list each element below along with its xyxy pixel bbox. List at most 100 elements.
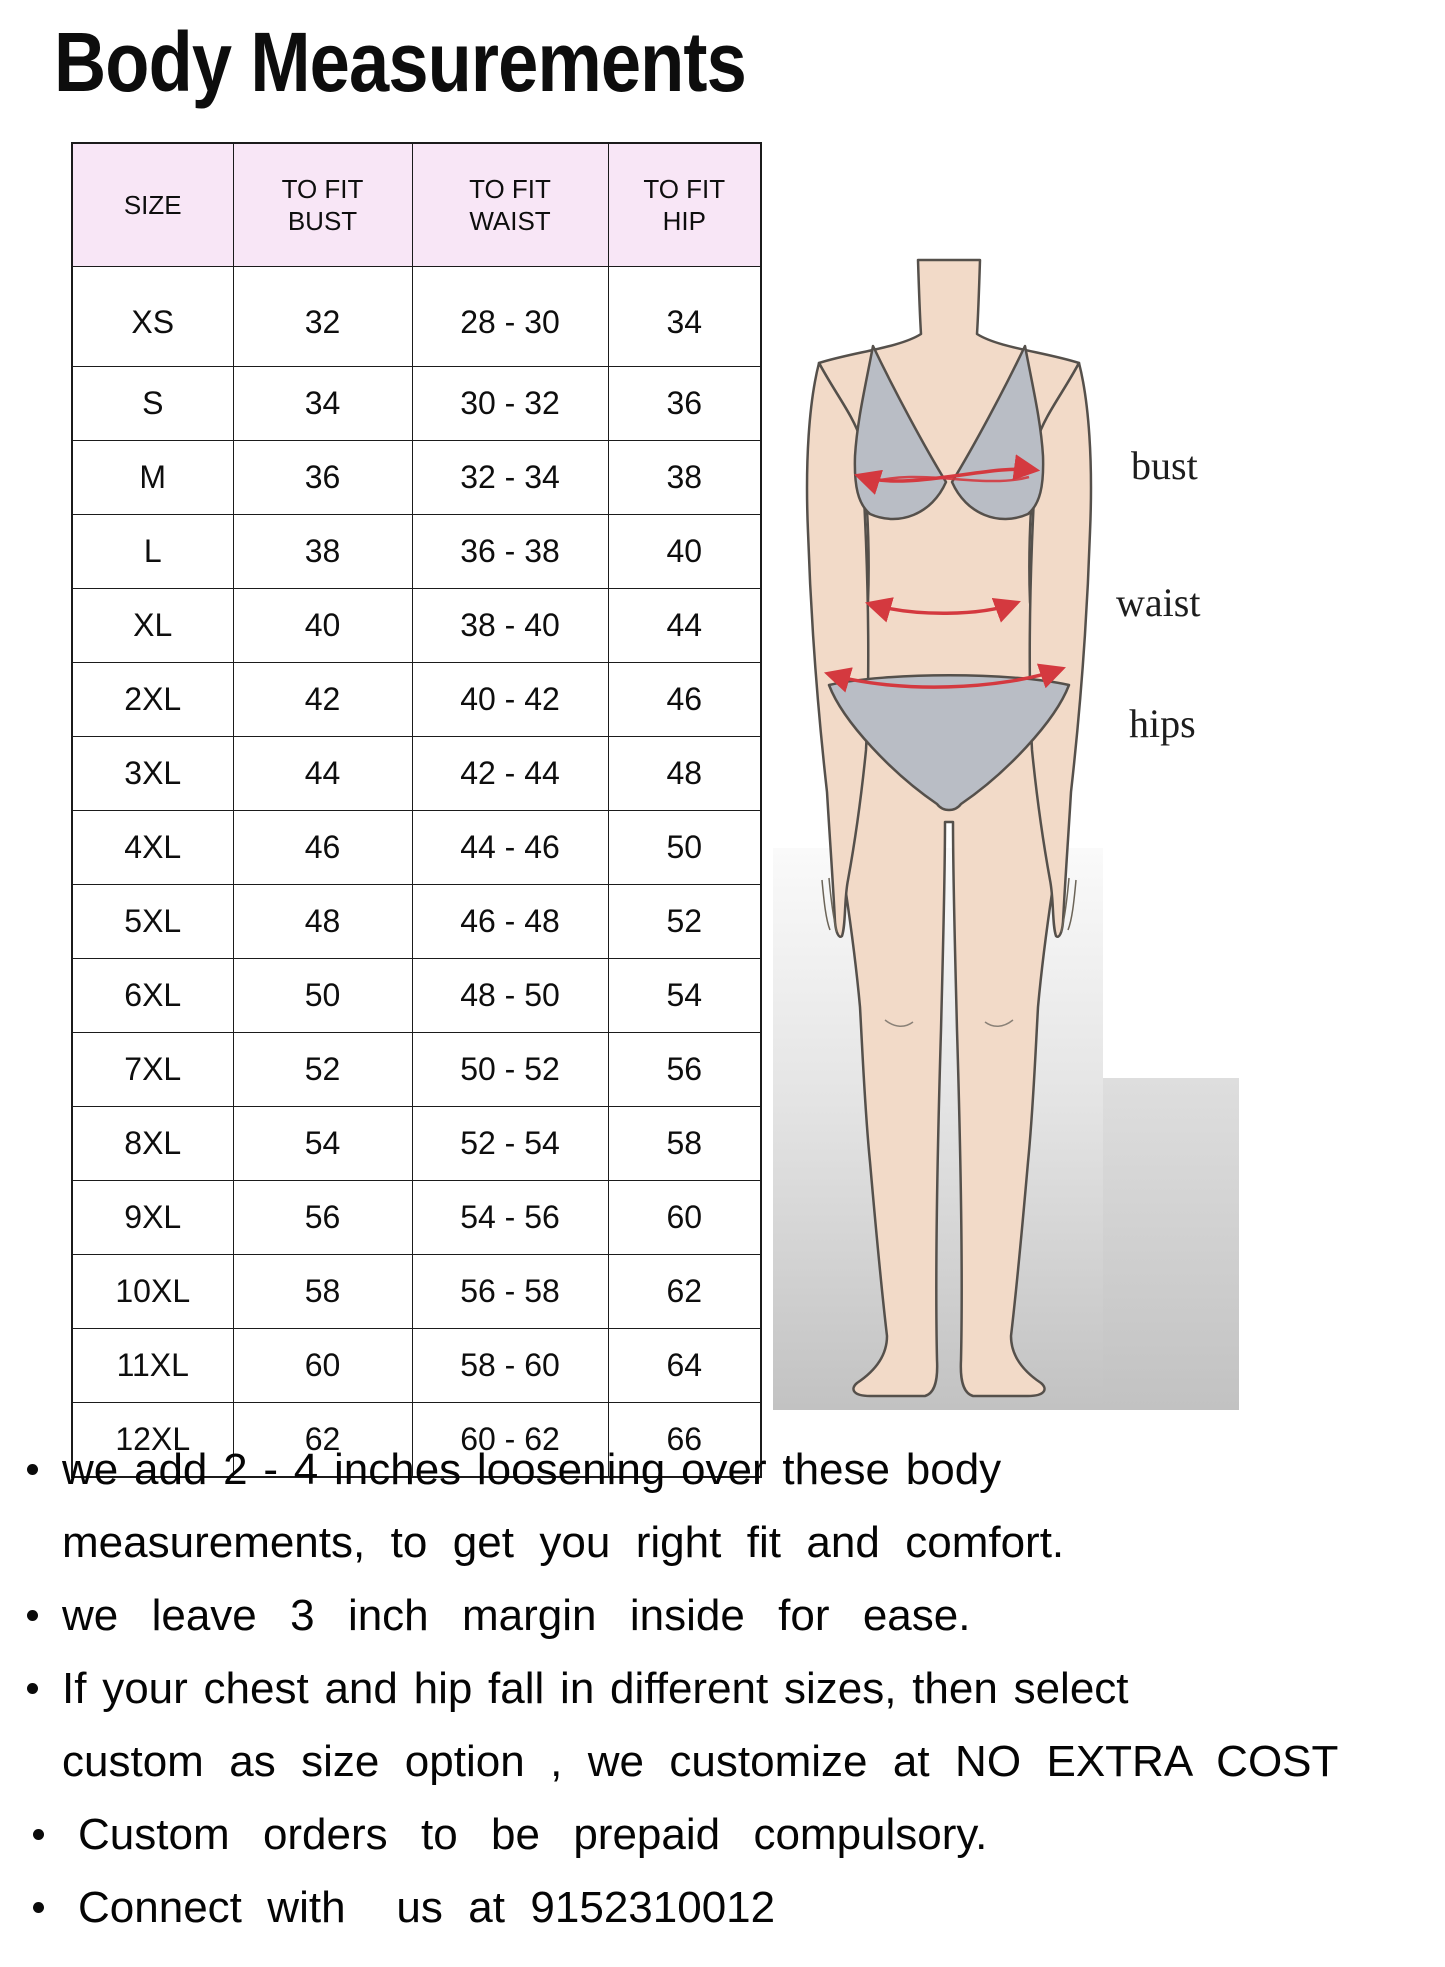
note-line-text: If your chest and hip fall in different … [62, 1664, 1129, 1713]
waist-cell: 60 - 62 [411, 1402, 609, 1478]
size-cell: XL [71, 588, 234, 663]
size-cell: 3XL [71, 736, 234, 811]
waist-cell: 38 - 40 [411, 588, 609, 663]
waist-cell: 50 - 52 [411, 1032, 609, 1107]
note-prepaid: Custom orders to be prepaid compulsory. [0, 1798, 1445, 1871]
table-row: M 36 32 - 34 38 [71, 440, 762, 515]
notes-list: we add 2 - 4 inches loosening over these… [0, 1433, 1445, 1944]
knee-lines [884, 1019, 1014, 1027]
column-header-bust: TO FIT BUST [232, 142, 413, 267]
table-row: 3XL 44 42 - 44 48 [71, 736, 762, 811]
body-figure: bust waist hips [773, 230, 1253, 1415]
waist-cell: 48 - 50 [411, 958, 609, 1033]
note-line-text: Custom orders to be prepaid compulsory. [78, 1810, 988, 1859]
note-line-text: we leave 3 inch margin inside for ease. [62, 1591, 971, 1640]
waist-cell: 46 - 48 [411, 884, 609, 959]
body-illustration [805, 258, 1093, 1398]
bust-cell: 58 [232, 1254, 413, 1329]
gradient-backdrop-extension [1103, 1078, 1239, 1410]
size-cell: 2XL [71, 662, 234, 737]
bust-cell: 44 [232, 736, 413, 811]
size-cell: S [71, 366, 234, 441]
bust-arrow-cross [864, 475, 1030, 486]
table-row: 7XL 52 50 - 52 56 [71, 1032, 762, 1107]
page-title: Body Measurements [54, 15, 747, 109]
note-line-text: custom as size option , we customize at … [62, 1737, 1339, 1786]
waist-cell: 58 - 60 [411, 1328, 609, 1403]
table-row: 2XL 42 40 - 42 46 [71, 662, 762, 737]
bust-cell: 38 [232, 514, 413, 589]
waist-cell: 30 - 32 [411, 366, 609, 441]
bullet-icon [33, 1902, 44, 1913]
bust-cell: 40 [232, 588, 413, 663]
column-header-waist: TO FIT WAIST [411, 142, 609, 267]
size-cell: 11XL [71, 1328, 234, 1403]
size-chart-table: SIZE TO FIT BUST TO FIT WAIST TO FIT HIP… [71, 142, 762, 1478]
table-row: 11XL 60 58 - 60 64 [71, 1328, 762, 1403]
table-row: 8XL 54 52 - 54 58 [71, 1106, 762, 1181]
hips-label: hips [1129, 701, 1196, 746]
bullet-icon [33, 1829, 44, 1840]
size-cell: 9XL [71, 1180, 234, 1255]
waist-cell: 32 - 34 [411, 440, 609, 515]
column-header-hip: TO FIT HIP [607, 142, 762, 267]
waist-cell: 52 - 54 [411, 1106, 609, 1181]
bust-cell: 34 [232, 366, 413, 441]
size-cell: XS [71, 266, 234, 367]
bullet-icon [27, 1464, 38, 1475]
bust-cell: 48 [232, 884, 413, 959]
size-cell: 5XL [71, 884, 234, 959]
note-custom-size: If your chest and hip fall in different … [0, 1652, 1445, 1798]
bust-cell: 52 [232, 1032, 413, 1107]
size-cell: M [71, 440, 234, 515]
waist-cell: 44 - 46 [411, 810, 609, 885]
waist-label: waist [1116, 580, 1201, 625]
table-row: S 34 30 - 32 36 [71, 366, 762, 441]
waist-cell: 42 - 44 [411, 736, 609, 811]
table-row: XL 40 38 - 40 44 [71, 588, 762, 663]
size-cell: 6XL [71, 958, 234, 1033]
table-row: 12XL 62 60 - 62 66 [71, 1402, 762, 1478]
waist-arrow [864, 597, 1021, 623]
note-loosening: we add 2 - 4 inches loosening over these… [0, 1433, 1445, 1579]
note-line-text: we add 2 - 4 inches loosening over these… [62, 1445, 1002, 1494]
hand-lines [821, 877, 1077, 933]
bust-cell: 50 [232, 958, 413, 1033]
hip-cell: 56 [607, 1032, 762, 1107]
hip-cell: 52 [607, 884, 762, 959]
size-cell: L [71, 514, 234, 589]
header-row: SIZE TO FIT BUST TO FIT WAIST TO FIT HIP [71, 142, 762, 267]
waist-cell: 54 - 56 [411, 1180, 609, 1255]
hip-cell: 40 [607, 514, 762, 589]
bust-label: bust [1131, 443, 1198, 488]
size-cell: 10XL [71, 1254, 234, 1329]
table-row: 4XL 46 44 - 46 50 [71, 810, 762, 885]
hip-cell: 64 [607, 1328, 762, 1403]
bust-cell: 46 [232, 810, 413, 885]
hip-cell: 50 [607, 810, 762, 885]
bust-cell: 60 [232, 1328, 413, 1403]
bust-cell: 36 [232, 440, 413, 515]
note-contact: Connect with us at 9152310012 [0, 1871, 1445, 1944]
bust-cell: 42 [232, 662, 413, 737]
note-line-text: measurements, to get you right fit and c… [62, 1518, 1065, 1567]
waist-cell: 40 - 42 [411, 662, 609, 737]
table-row: 9XL 56 54 - 56 60 [71, 1180, 762, 1255]
table-row: L 38 36 - 38 40 [71, 514, 762, 589]
bullet-icon [27, 1683, 38, 1694]
table-row: 10XL 58 56 - 58 62 [71, 1254, 762, 1329]
hip-cell: 60 [607, 1180, 762, 1255]
hip-cell: 66 [607, 1402, 762, 1478]
hip-cell: 44 [607, 588, 762, 663]
bust-cell: 54 [232, 1106, 413, 1181]
bust-cell: 56 [232, 1180, 413, 1255]
waist-cell: 56 - 58 [411, 1254, 609, 1329]
note-margin: we leave 3 inch margin inside for ease. [0, 1579, 1445, 1652]
table-row: 5XL 48 46 - 48 52 [71, 884, 762, 959]
waist-cell: 28 - 30 [411, 266, 609, 367]
bullet-icon [27, 1610, 38, 1621]
note-line-text: Connect with us at 9152310012 [78, 1883, 776, 1932]
size-cell: 12XL [71, 1402, 234, 1478]
table-row: 6XL 50 48 - 50 54 [71, 958, 762, 1033]
